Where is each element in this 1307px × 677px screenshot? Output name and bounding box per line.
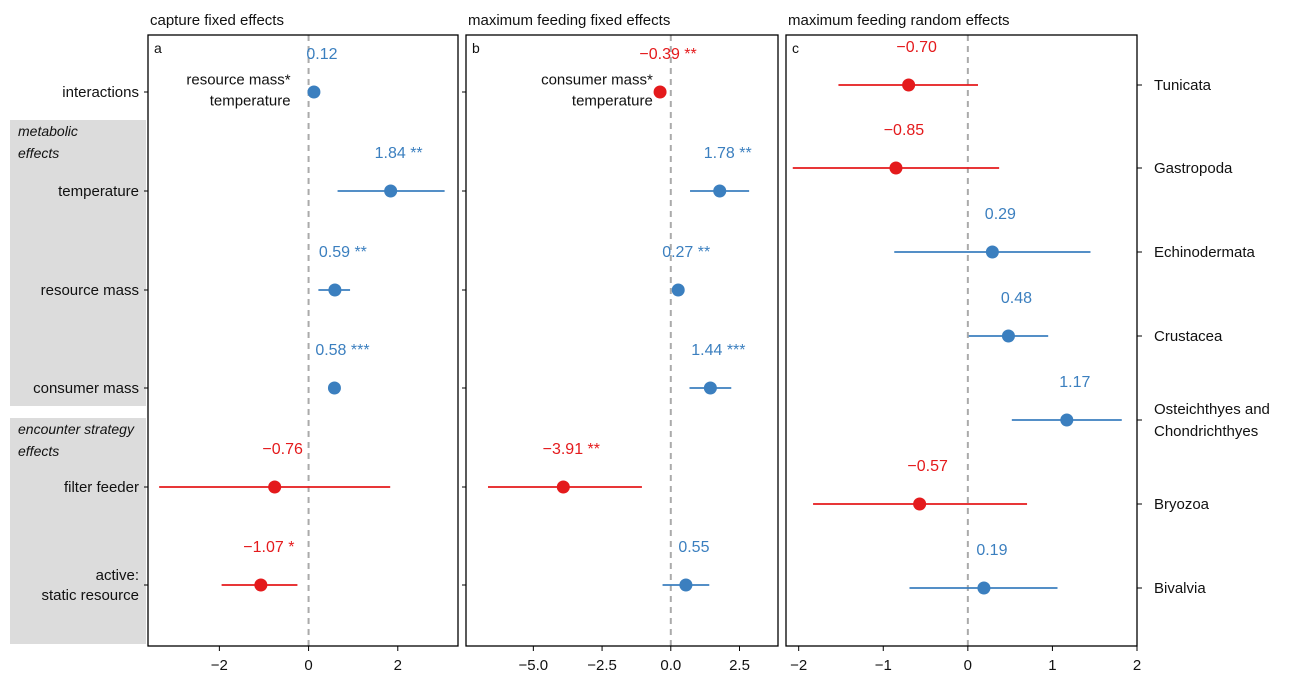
estimate-point [307, 85, 321, 99]
estimate-point [1060, 413, 1074, 427]
estimate-label: 0.19 [976, 542, 1007, 559]
estimate-label: 1.78 ** [704, 145, 752, 162]
estimate-point [268, 480, 282, 494]
group-label: encounter strategy effects [18, 421, 135, 459]
row-label: interactions [62, 84, 139, 101]
taxon-label: Crustacea [1154, 328, 1223, 345]
estimate-label: 0.58 *** [315, 342, 369, 359]
estimate-label: 0.27 ** [662, 244, 710, 261]
x-tick-label: 0.0 [660, 657, 681, 674]
estimate-point [889, 161, 903, 175]
estimate-point [679, 578, 693, 592]
estimate-point [556, 480, 570, 494]
taxon-label: Bivalvia [1154, 580, 1206, 597]
panel-b: maximum feeding fixed effects b −5.0 −2.5 0.… [462, 12, 779, 674]
estimate-point [977, 581, 991, 595]
estimate-point [384, 184, 398, 198]
x-tick-label: 1 [1048, 657, 1056, 674]
taxon-label: Tunicata [1154, 77, 1212, 94]
estimate-label: 0.55 [678, 539, 709, 556]
row-label: active: static resource [41, 567, 139, 604]
estimate-point [328, 283, 342, 297]
x-tick-label: 0 [304, 657, 312, 674]
panel-letter: b [472, 40, 480, 56]
x-tick-label: 2 [1133, 657, 1141, 674]
panel-letter: a [154, 40, 162, 56]
interaction-term-label: consumer mass* temperature [541, 72, 653, 110]
x-tick-label: 0 [964, 657, 972, 674]
panel-title: capture fixed effects [150, 12, 284, 29]
estimate-label: −3.91 ** [543, 441, 600, 458]
panel-frame [465, 34, 779, 647]
x-tick-label: 2 [394, 657, 402, 674]
estimate-label: 0.29 [985, 206, 1016, 223]
estimate-label: 1.17 [1059, 374, 1090, 391]
group-band [10, 120, 146, 406]
estimate-label: −0.39 ** [639, 46, 696, 63]
x-tick-label: 2.5 [729, 657, 750, 674]
estimate-point [1001, 329, 1015, 343]
estimate-label: −0.85 [884, 122, 925, 139]
estimate-label: 1.84 ** [375, 145, 423, 162]
estimate-label: 1.44 *** [691, 342, 745, 359]
estimate-point [671, 283, 685, 297]
panel-frame [785, 34, 1138, 647]
row-label: temperature [58, 183, 139, 200]
estimate-label: 0.59 ** [319, 244, 367, 261]
row-label: filter feeder [64, 479, 139, 496]
estimate-label: −0.70 [896, 39, 937, 56]
estimate-point [703, 381, 717, 395]
x-tick-label: −5.0 [519, 657, 549, 674]
taxon-label: Osteichthyes and Chondrichthyes [1154, 401, 1270, 440]
panel-frame [147, 34, 459, 647]
x-tick-label: −1 [875, 657, 892, 674]
panel-letter: c [792, 40, 799, 56]
taxon-label: Gastropoda [1154, 160, 1233, 177]
row-label: resource mass [41, 282, 139, 299]
group-label: metabolic effects [18, 123, 78, 161]
estimate-point [713, 184, 727, 198]
x-tick-label: −2 [790, 657, 807, 674]
estimate-point [913, 497, 927, 511]
estimate-point [902, 78, 916, 92]
taxon-label: Echinodermata [1154, 244, 1256, 261]
panel-title: maximum feeding random effects [788, 12, 1010, 29]
group-band [10, 418, 146, 644]
estimate-label: 0.48 [1001, 290, 1032, 307]
panel-c: maximum feeding random effects c −2 −1 0 1 2 Tu… [785, 12, 1270, 674]
estimate-label: −0.57 [907, 458, 948, 475]
estimate-point [327, 381, 341, 395]
estimate-label: −1.07 * [243, 539, 294, 556]
x-tick-label: −2 [211, 657, 228, 674]
estimate-point [653, 85, 667, 99]
estimate-label: −0.76 [262, 441, 303, 458]
x-tick-label: −2.5 [587, 657, 617, 674]
estimate-label: 0.12 [306, 46, 337, 63]
row-label: consumer mass [33, 380, 139, 397]
estimate-point [985, 245, 999, 259]
panel-title: maximum feeding fixed effects [468, 12, 670, 29]
estimate-point [254, 578, 268, 592]
interaction-term-label: resource mass* temperature [186, 72, 290, 110]
panel-a: capture fixed effects a −2 0 2 resource mass*… [144, 12, 459, 674]
taxon-label: Bryozoa [1154, 496, 1210, 513]
